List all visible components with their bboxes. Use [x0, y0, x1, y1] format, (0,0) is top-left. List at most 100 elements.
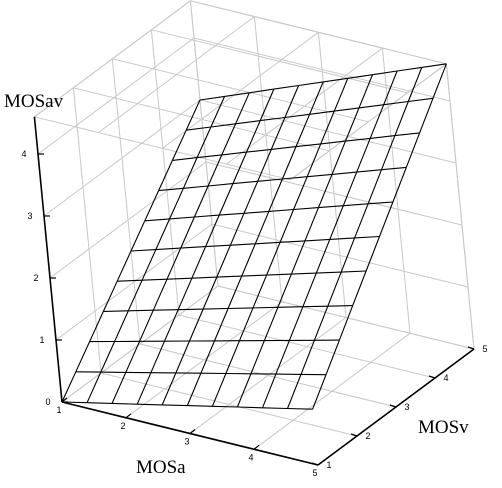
gridline — [205, 161, 463, 226]
mesh-line — [225, 340, 241, 374]
mesh-line — [243, 181, 259, 214]
mesh-line — [139, 309, 154, 342]
mesh-line — [320, 140, 346, 145]
gridline — [199, 99, 457, 164]
mesh-line — [232, 180, 258, 185]
mesh-line — [317, 174, 333, 208]
mesh-line — [180, 246, 206, 249]
gridline — [381, 48, 411, 334]
mesh-line — [171, 129, 187, 161]
mesh-line — [175, 340, 191, 374]
mesh-line — [315, 239, 331, 274]
mesh-line — [340, 237, 356, 273]
mesh-line — [185, 99, 201, 131]
mesh-line — [271, 146, 297, 150]
mesh-line — [205, 244, 231, 248]
mesh-line — [277, 306, 303, 308]
mesh-line — [331, 140, 347, 175]
mesh-line — [117, 279, 143, 282]
mesh-line — [304, 238, 330, 242]
mesh-line — [243, 210, 269, 214]
mesh-line — [408, 97, 434, 103]
mesh-line — [212, 405, 238, 408]
mesh-line — [288, 306, 304, 341]
mesh-line — [286, 374, 302, 409]
mesh-line — [208, 183, 233, 187]
mesh-line — [307, 173, 333, 178]
y-tick — [467, 346, 475, 350]
mesh-line — [221, 151, 247, 156]
x-tick — [253, 444, 260, 450]
mesh-line — [142, 278, 168, 281]
gridline — [150, 29, 180, 316]
mesh-line — [280, 240, 305, 243]
mesh-line — [111, 372, 127, 404]
gridline — [111, 58, 141, 345]
mesh-line — [227, 275, 243, 309]
mesh-line — [316, 271, 342, 274]
mesh-line — [257, 149, 272, 182]
mesh-line — [202, 276, 218, 310]
mesh-line — [177, 277, 193, 310]
mesh-line — [114, 310, 129, 342]
mesh-line — [266, 273, 292, 276]
mesh-line — [260, 116, 285, 122]
mesh-line — [216, 275, 242, 278]
gridline — [100, 372, 358, 437]
mesh-line — [329, 205, 344, 240]
gridline — [290, 63, 447, 181]
mesh-line — [325, 339, 340, 375]
x-tick-label: 5 — [312, 468, 317, 478]
mesh-line — [230, 243, 256, 246]
mesh-line — [162, 404, 188, 407]
mesh-line — [152, 278, 168, 311]
mesh-line — [255, 241, 281, 245]
mesh-line — [333, 78, 349, 112]
mesh-line — [378, 201, 394, 237]
z-tick-label: 0 — [45, 397, 50, 407]
x-tick — [317, 460, 324, 466]
mesh-line — [291, 272, 317, 275]
mesh-line — [281, 146, 297, 180]
mesh-line — [266, 242, 281, 276]
mesh-line — [186, 372, 202, 406]
y-tick — [428, 375, 436, 379]
mesh-line — [344, 107, 360, 142]
mesh-line — [219, 212, 245, 216]
mesh-line — [235, 120, 261, 125]
mesh-line — [232, 151, 248, 184]
mesh-line — [169, 216, 195, 220]
mesh-line — [263, 307, 279, 341]
mesh-line — [213, 308, 229, 342]
gridline — [253, 16, 283, 302]
mesh-line — [127, 279, 143, 312]
mesh-line — [200, 340, 216, 374]
mesh-line — [383, 70, 398, 105]
z-tick-label: 3 — [27, 211, 32, 221]
gridline — [178, 314, 436, 379]
mesh-line — [331, 171, 357, 175]
gridline — [139, 343, 397, 408]
mesh-line — [252, 306, 278, 309]
mesh-line — [342, 171, 358, 206]
mesh-line — [354, 235, 380, 239]
mesh-line — [293, 176, 308, 210]
mesh-line — [368, 201, 393, 205]
mesh-line — [257, 178, 283, 182]
mesh-line — [309, 110, 335, 115]
mesh-line — [320, 110, 335, 145]
mesh-line — [153, 309, 179, 311]
mesh-line — [182, 157, 198, 189]
y-tick-label: 1 — [326, 460, 331, 470]
mesh-line — [172, 157, 198, 161]
x-tick-label: 3 — [184, 437, 189, 447]
gridline — [72, 87, 102, 374]
mesh-line — [196, 126, 212, 158]
mesh-line — [125, 341, 141, 373]
mesh-line — [191, 246, 207, 279]
gridline — [37, 37, 195, 155]
gridline — [112, 58, 369, 123]
mesh-line — [370, 135, 395, 139]
mesh-line — [89, 311, 104, 342]
